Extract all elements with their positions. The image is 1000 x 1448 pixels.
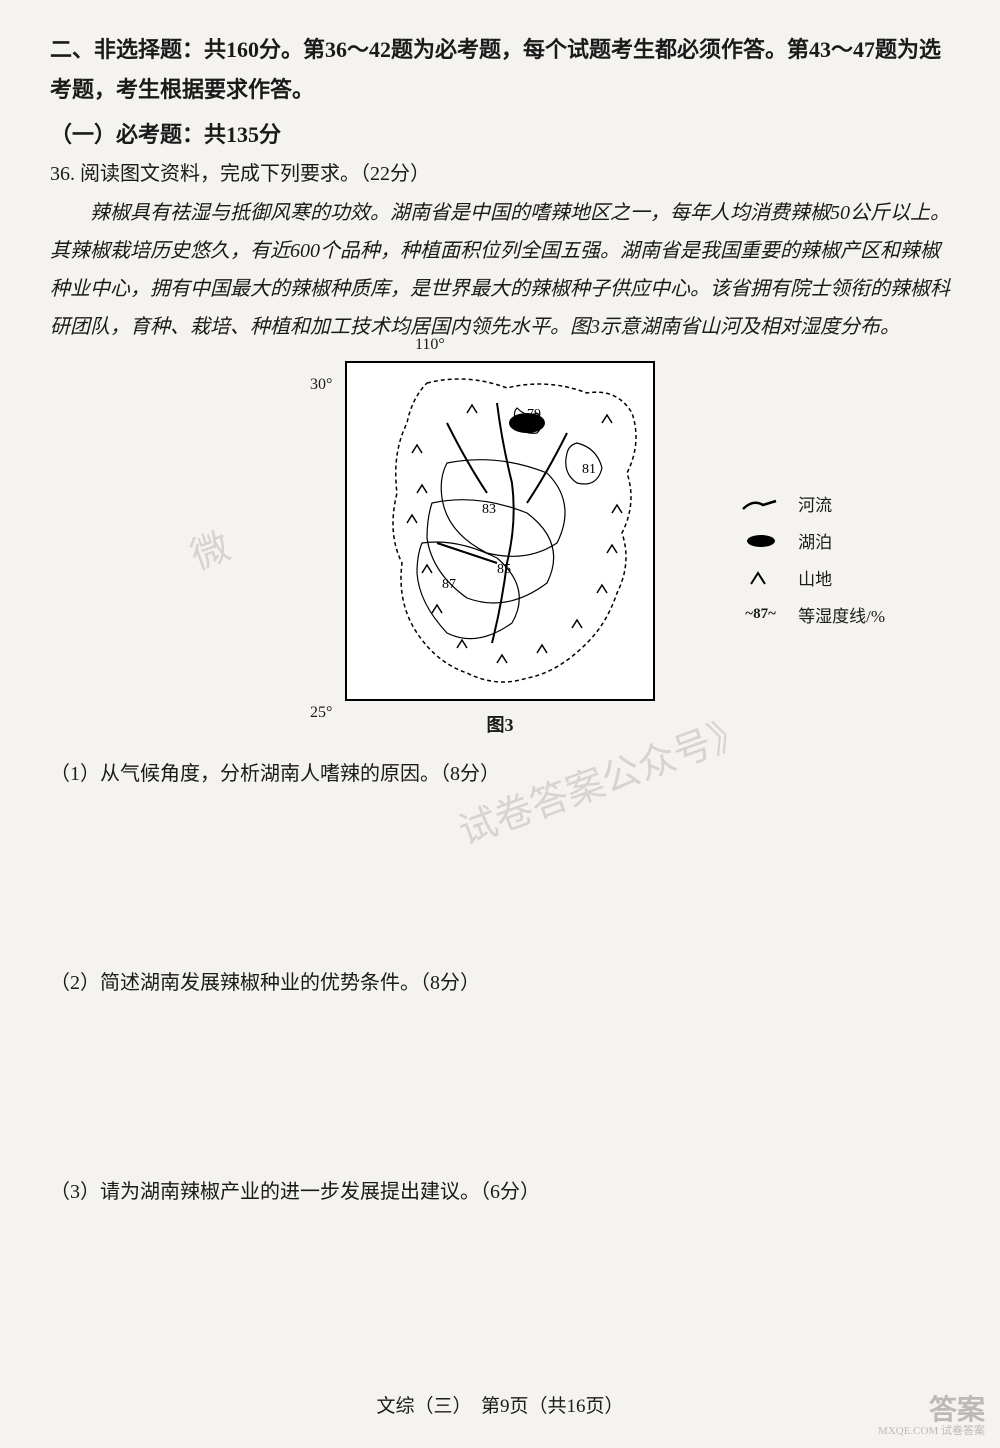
- latitude-bottom-label: 25°: [310, 704, 332, 722]
- svg-text:83: 83: [482, 502, 496, 517]
- mountain-icon: [738, 569, 783, 587]
- figure-caption: 图3: [345, 711, 655, 737]
- legend-lake-label: 湖泊: [798, 528, 832, 553]
- corner-watermark-sub: MXQE.COM 试卷答案: [878, 1422, 985, 1438]
- svg-text:81: 81: [582, 462, 596, 477]
- sub-question-1: （1）从气候角度，分析湖南人嗜辣的原因。（8分）: [50, 757, 950, 786]
- legend-river: 河流: [738, 491, 885, 516]
- legend-lake: 湖泊: [738, 528, 885, 553]
- sub-question-2: （2）简述湖南发展辣椒种业的优势条件。（8分）: [50, 966, 950, 995]
- legend-mountain: 山地: [738, 565, 885, 590]
- river-icon: [738, 495, 783, 513]
- legend-mountain-label: 山地: [798, 565, 832, 590]
- latitude-top-label: 30°: [310, 376, 332, 394]
- figure-container: 110° 30° 25°: [50, 361, 950, 737]
- map-box: 110° 30° 25°: [345, 361, 655, 737]
- svg-text:79: 79: [527, 407, 541, 422]
- map-legend: 河流 湖泊 山地 ~87~ 等湿度线/%: [738, 491, 885, 639]
- subsection-header: （一）必考题：共135分: [50, 117, 950, 149]
- page-footer: 文综（三） 第9页（共16页）: [0, 1391, 1000, 1418]
- longitude-label: 110°: [415, 336, 445, 354]
- legend-humidity-label: 等湿度线/%: [798, 602, 885, 627]
- legend-river-label: 河流: [798, 491, 832, 516]
- svg-text:87: 87: [442, 577, 456, 592]
- question-passage: 辣椒具有祛湿与抵御风寒的功效。湖南省是中国的嗜辣地区之一，每年人均消费辣椒50公…: [50, 194, 950, 346]
- section-header: 二、非选择题：共160分。第36～42题为必考题，每个试题考生都必须作答。第43…: [50, 30, 950, 109]
- svg-text:85: 85: [497, 562, 511, 577]
- legend-humidity: ~87~ 等湿度线/%: [738, 602, 885, 627]
- sub-question-3: （3）请为湖南辣椒产业的进一步发展提出建议。（6分）: [50, 1175, 950, 1204]
- map-svg: 79 81 83 85 87: [345, 361, 655, 701]
- lake-icon: [738, 532, 783, 550]
- humidity-icon: ~87~: [738, 606, 783, 623]
- question-number: 36. 阅读图文资料，完成下列要求。（22分）: [50, 157, 950, 186]
